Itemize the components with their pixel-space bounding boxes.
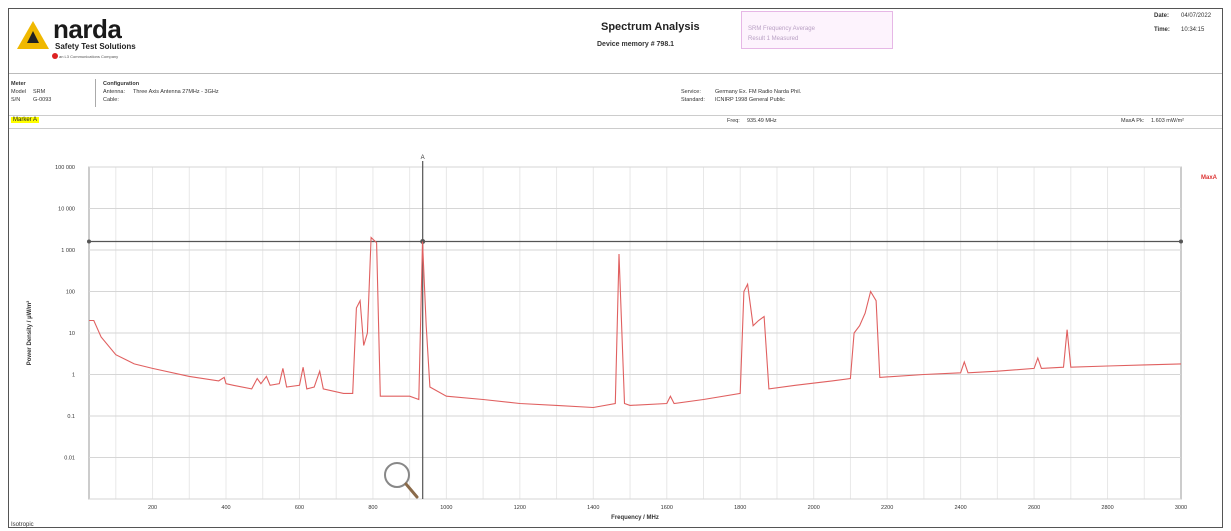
ghost-overlay: SRM Frequency Average Result 1 Measured	[741, 11, 893, 49]
y-axis-label: Power Density / µW/m²	[26, 301, 33, 365]
footer-note: Isotropic	[11, 522, 34, 528]
brand-company: an L3 Communications Company	[59, 54, 119, 59]
time-label: Time:	[1154, 27, 1170, 33]
x-tick-label: 3000	[1175, 505, 1187, 511]
marker-line-label: A	[421, 155, 425, 161]
x-tick-label: 1400	[587, 505, 599, 511]
report-title: Spectrum Analysis	[601, 21, 700, 33]
y-tick-label: 100	[66, 290, 75, 296]
marker-maxpk-value: 1.603 mW/m²	[1151, 118, 1185, 124]
x-tick-label: 600	[295, 505, 304, 511]
x-tick-label: 1200	[514, 505, 526, 511]
header-divider	[9, 73, 1222, 74]
model-value: SRM	[33, 89, 46, 95]
report-header: narda Safety Test Solutions an L3 Commun…	[9, 9, 1222, 89]
ghost-line-3: Result 1 Measured	[748, 36, 799, 42]
meter-title: Meter	[11, 81, 26, 87]
x-tick-label: 800	[368, 505, 377, 511]
y-tick-label: 0.01	[64, 456, 75, 462]
x-tick-label: 2800	[1101, 505, 1113, 511]
x-tick-label: 400	[221, 505, 230, 511]
zoom-magnifier-icon[interactable]	[384, 462, 419, 499]
y-tick-label: 1 000	[61, 248, 75, 254]
x-tick-label: 2000	[808, 505, 820, 511]
threshold-handle-right	[1179, 239, 1183, 244]
standard-value: ICNIRP 1998 General Public	[715, 97, 785, 103]
x-tick-label: 200	[148, 505, 157, 511]
report-frame: narda Safety Test Solutions an L3 Commun…	[8, 8, 1223, 528]
meta-divider	[95, 79, 96, 107]
x-tick-label: 1800	[734, 505, 746, 511]
legend-maxa: MaxA	[1201, 175, 1218, 181]
service-label: Service:	[681, 89, 701, 95]
spectrum-chart-svg[interactable]: 100 000 10 000 1 000 100 10 1 0.1 0.01 200 400 600…	[9, 137, 1222, 528]
y-tick-label: 0.1	[67, 414, 75, 420]
service-value: Germany Ex. FM Radio Narda Phil.	[715, 89, 802, 95]
time-value: 10:34:15	[1181, 27, 1205, 33]
threshold-handle-left	[87, 239, 91, 244]
company-dot-icon	[52, 53, 58, 59]
sn-label: S/N	[11, 97, 21, 103]
ghost-line-2: SRM Frequency Average	[748, 26, 815, 32]
marker-freq-value: 935.49 MHz	[747, 118, 777, 124]
spectrum-plot[interactable]: 100 000 10 000 1 000 100 10 1 0.1 0.01 200 400 600…	[9, 137, 1222, 528]
sn-value: G-0093	[33, 97, 52, 103]
standard-label: Standard:	[681, 97, 705, 103]
marker-label[interactable]: Marker A	[11, 117, 40, 123]
x-axis-label: Frequency / MHz	[611, 515, 659, 521]
x-tick-label: 1000	[440, 505, 452, 511]
brand-subtitle: Safety Test Solutions	[55, 42, 136, 51]
model-label: Model	[11, 89, 26, 95]
cable-label: Cable:	[103, 97, 119, 103]
x-tick-label: 2600	[1028, 505, 1040, 511]
date-label: Date:	[1154, 13, 1170, 19]
y-tick-label: 1	[72, 373, 75, 379]
y-tick-label: 10 000	[58, 207, 75, 213]
brand-name: narda	[53, 14, 122, 44]
y-tick-label: 10	[69, 331, 75, 337]
date-value: 04/07/2022	[1181, 13, 1212, 19]
antenna-label: Antenna:	[103, 89, 126, 95]
report-subtitle: Device memory # 798.1	[597, 41, 675, 48]
antenna-value: Three Axis Antenna 27MHz - 3GHz	[133, 89, 219, 95]
marker-maxpk-label: MaxA Pk:	[1121, 118, 1145, 124]
narda-logo-icon	[17, 21, 49, 49]
x-tick-label: 2200	[881, 505, 893, 511]
marker-row: Marker A Freq: 935.49 MHz MaxA Pk: 1.603…	[9, 115, 1222, 129]
config-title: Configuration	[103, 81, 140, 87]
y-tick-label: 100 000	[55, 165, 75, 171]
marker-freq-label: Freq:	[727, 118, 740, 124]
x-tick-label: 1600	[661, 505, 673, 511]
x-tick-label: 2400	[954, 505, 966, 511]
spectrum-trace	[89, 236, 1182, 409]
